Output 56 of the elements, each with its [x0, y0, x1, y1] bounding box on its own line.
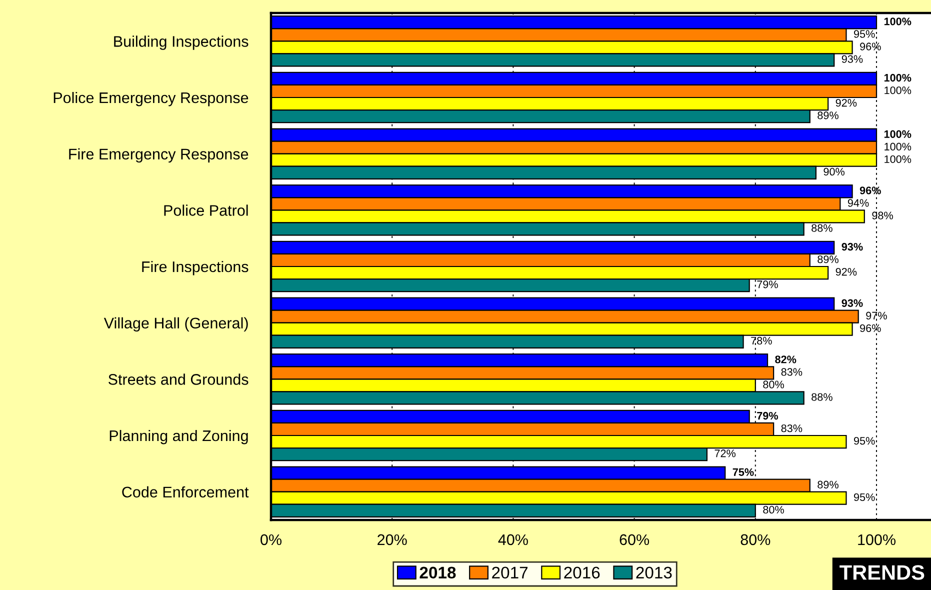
y-tick-label: Streets and Grounds: [108, 374, 248, 385]
data-label: 100%: [884, 74, 912, 82]
data-label: 96%: [860, 186, 881, 194]
data-label: 90%: [824, 168, 845, 176]
y-tick-label: Fire Emergency Response: [69, 148, 248, 163]
data-label: 95%: [854, 493, 875, 502]
data-label: 100%: [884, 142, 912, 150]
legend-label: 2013: [636, 566, 672, 579]
data-label: 93%: [842, 242, 863, 251]
x-tick-label: 40%: [498, 534, 528, 546]
y-tick-label: Police Emergency Response: [54, 92, 248, 106]
y-tick-label: Police Patrol: [164, 204, 248, 216]
data-label: 88%: [812, 393, 832, 401]
data-label: 93%: [842, 55, 863, 63]
data-label: 75%: [732, 468, 754, 476]
data-label: 89%: [818, 480, 838, 488]
data-label: 100%: [884, 18, 912, 26]
data-label: 78%: [751, 336, 772, 345]
data-label: 98%: [872, 212, 893, 220]
data-label: 95%: [854, 437, 875, 445]
x-tick-label: 80%: [740, 534, 770, 546]
x-tick-label: 20%: [378, 534, 407, 546]
y-tick-label: Village Hall (General): [104, 317, 248, 332]
data-label: 95%: [854, 30, 875, 38]
data-label: 79%: [757, 412, 778, 420]
data-label: 79%: [757, 280, 778, 288]
data-label: 80%: [763, 380, 784, 388]
data-label: 96%: [860, 42, 881, 50]
data-label: 83%: [781, 424, 802, 432]
legend-label: 2018: [420, 566, 456, 579]
data-label: 92%: [836, 268, 857, 276]
data-label: 82%: [775, 356, 796, 364]
y-tick-label: Planning and Zoning: [110, 430, 248, 444]
data-label: 83%: [781, 368, 802, 376]
data-label: 97%: [866, 312, 887, 320]
x-tick-label: 100%: [858, 534, 896, 546]
data-label: 89%: [818, 255, 838, 264]
data-label: 94%: [848, 199, 869, 207]
y-tick-label: Code Enforcement: [122, 486, 249, 498]
data-label: 89%: [818, 112, 838, 120]
data-label: 96%: [860, 324, 881, 332]
x-tick-label: 0%: [260, 534, 282, 546]
x-tick-label: 60%: [620, 534, 650, 546]
data-label: 100%: [884, 130, 912, 138]
legend-label: 2016: [564, 566, 600, 579]
data-label: 80%: [763, 506, 784, 514]
data-label: 100%: [884, 86, 912, 94]
data-label: 88%: [812, 224, 832, 232]
y-tick-label: Building Inspections: [114, 36, 248, 50]
data-label: 100%: [884, 155, 912, 164]
legend-label: 2017: [492, 566, 528, 579]
data-label: 72%: [714, 450, 736, 458]
y-tick-label: Fire Inspections: [142, 260, 248, 276]
text: TRENDS: [840, 565, 924, 580]
data-label: 93%: [842, 299, 863, 307]
data-label: 92%: [836, 99, 857, 107]
